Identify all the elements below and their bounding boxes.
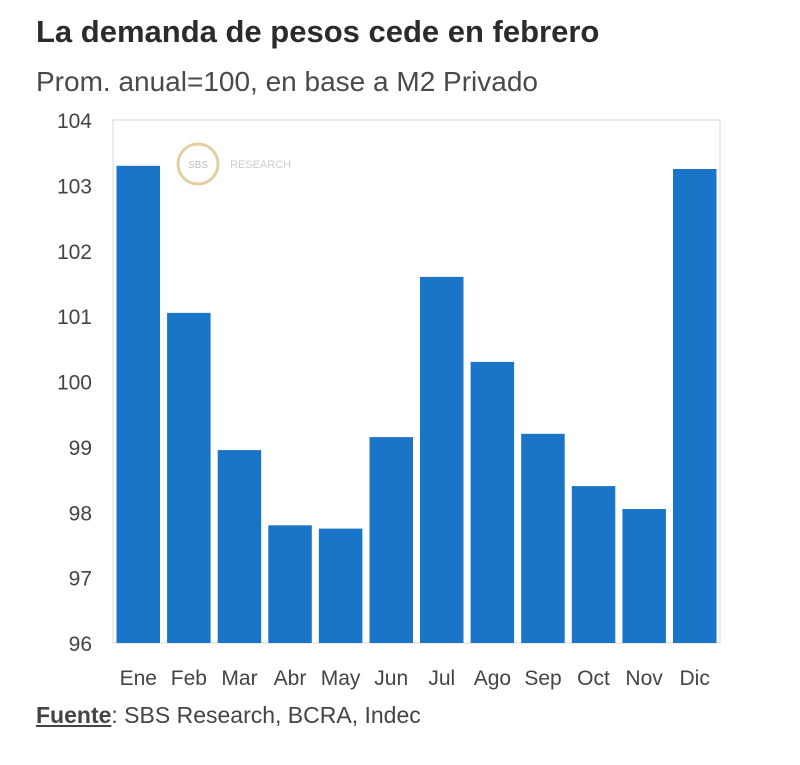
bar-dic [673, 169, 717, 643]
x-tick-label: Mar [221, 667, 257, 690]
watermark-text: RESEARCH [230, 159, 291, 171]
bar-chart: SBS RESEARCH 96 97 98 99 100 101 102 103 104 Ene… [57, 110, 721, 690]
bar-abr [268, 525, 312, 643]
plot-area [112, 119, 721, 644]
bar-oct [571, 486, 616, 643]
source-note: Fuente: SBS Research, BCRA, Indec [36, 702, 421, 729]
y-tick-label: 102 [57, 241, 92, 264]
source-separator: : [111, 702, 118, 728]
watermark-logo-text: SBS [188, 160, 208, 171]
source-label: Fuente [36, 702, 112, 728]
x-tick-label: Jul [428, 667, 455, 690]
y-tick-label: 100 [57, 372, 92, 395]
x-tick-label: May [321, 667, 361, 690]
x-tick-label: Nov [625, 667, 663, 690]
y-tick-label: 97 [69, 568, 92, 591]
x-tick-label: Dic [680, 667, 710, 690]
y-tick-label: 98 [69, 502, 92, 525]
source-text: SBS Research, BCRA, Indec [117, 702, 421, 728]
bar-jul [420, 276, 464, 643]
y-tick-label: 101 [57, 306, 92, 329]
bar-ene [116, 165, 160, 644]
y-tick-label: 103 [57, 175, 92, 198]
bar-ago [470, 361, 515, 643]
x-tick-label: Abr [274, 667, 307, 690]
x-tick-label: Jun [374, 667, 408, 690]
chart-title: La demanda de pesos cede en febrero [36, 14, 600, 49]
chart-subtitle: Prom. anual=100, en base a M2 Privado [36, 66, 538, 97]
bar-feb [167, 312, 211, 643]
bar-sep [521, 433, 565, 643]
sbs-logo-icon [176, 142, 220, 186]
y-tick-label: 104 [57, 110, 92, 133]
x-tick-label: Oct [577, 667, 610, 690]
x-tick-label: Ago [474, 667, 511, 690]
bar-nov [622, 509, 666, 643]
y-tick-label: 99 [69, 437, 92, 460]
x-tick-label: Feb [171, 667, 207, 690]
bar-mar [217, 450, 262, 643]
bar-may [318, 528, 363, 643]
watermark-logo: SBS RESEARCH [176, 142, 291, 186]
bar-jun [369, 437, 413, 643]
x-tick-label: Sep [524, 667, 561, 690]
x-tick-label: Ene [120, 667, 157, 690]
y-tick-label: 96 [69, 633, 92, 656]
